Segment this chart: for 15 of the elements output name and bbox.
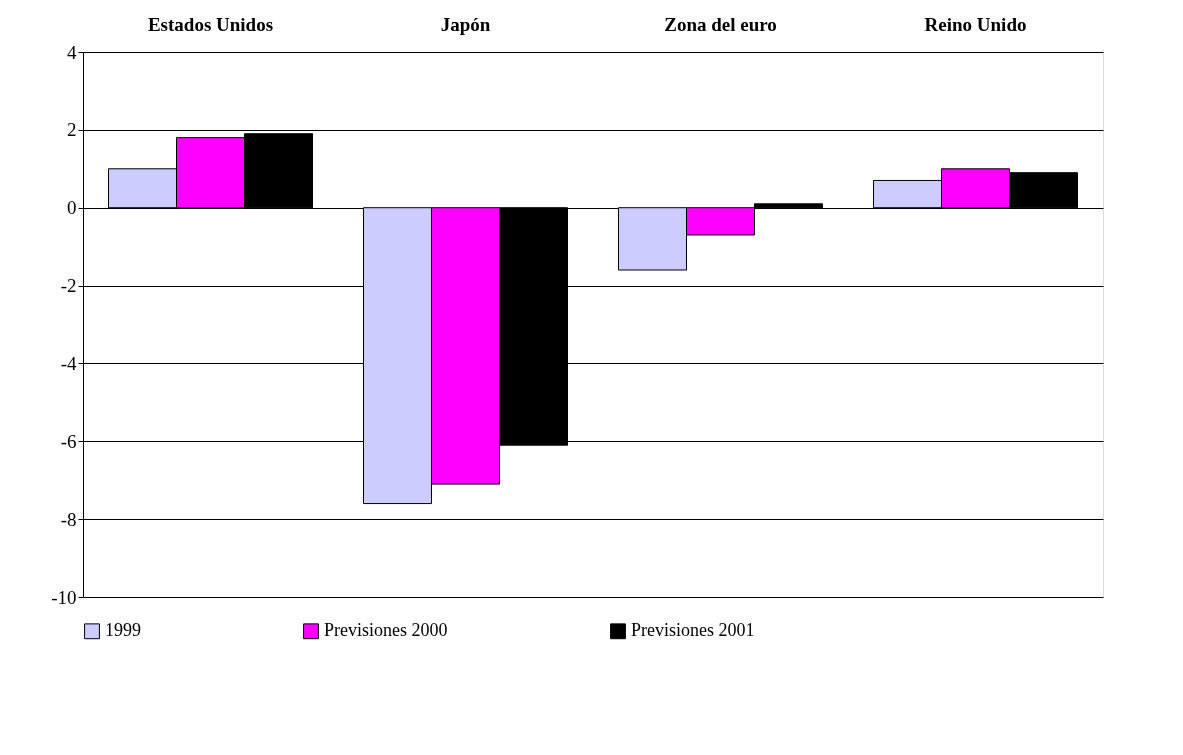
x-tick-label: Japón <box>440 13 491 35</box>
x-tick-label: Estados Unidos <box>147 13 274 35</box>
y-tick-label: -10 <box>51 586 77 608</box>
y-tick-label: -2 <box>60 275 77 297</box>
y-tick-label: -6 <box>60 430 77 452</box>
y-tick-label: -4 <box>60 352 77 374</box>
y-tick-label: 0 <box>67 197 77 219</box>
x-tick-label: Zona del euro <box>664 13 777 35</box>
legend-label: Previsiones 2001 <box>631 620 755 641</box>
x-tick-label: Reino Unido <box>924 13 1027 35</box>
legend-label: Previsiones 2000 <box>324 620 448 641</box>
legend-label: 1999 <box>105 620 141 641</box>
y-tick-label: 4 <box>67 41 77 63</box>
y-tick-label: -8 <box>60 508 77 530</box>
y-tick-label: 2 <box>67 119 77 141</box>
